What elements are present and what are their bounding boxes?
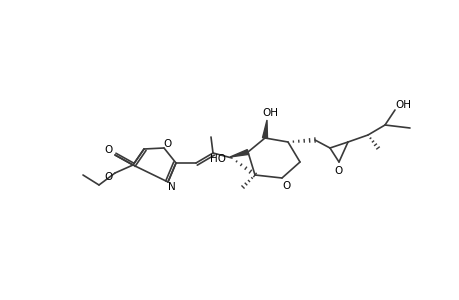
Text: OH: OH — [262, 108, 277, 118]
Text: O: O — [282, 181, 291, 191]
Text: O: O — [163, 139, 172, 149]
Text: OH: OH — [394, 100, 410, 110]
Text: HO: HO — [210, 154, 225, 164]
Polygon shape — [230, 150, 248, 157]
Text: O: O — [105, 172, 113, 182]
Polygon shape — [262, 120, 267, 138]
Text: O: O — [334, 166, 342, 176]
Text: O: O — [105, 145, 113, 155]
Text: N: N — [168, 182, 175, 192]
